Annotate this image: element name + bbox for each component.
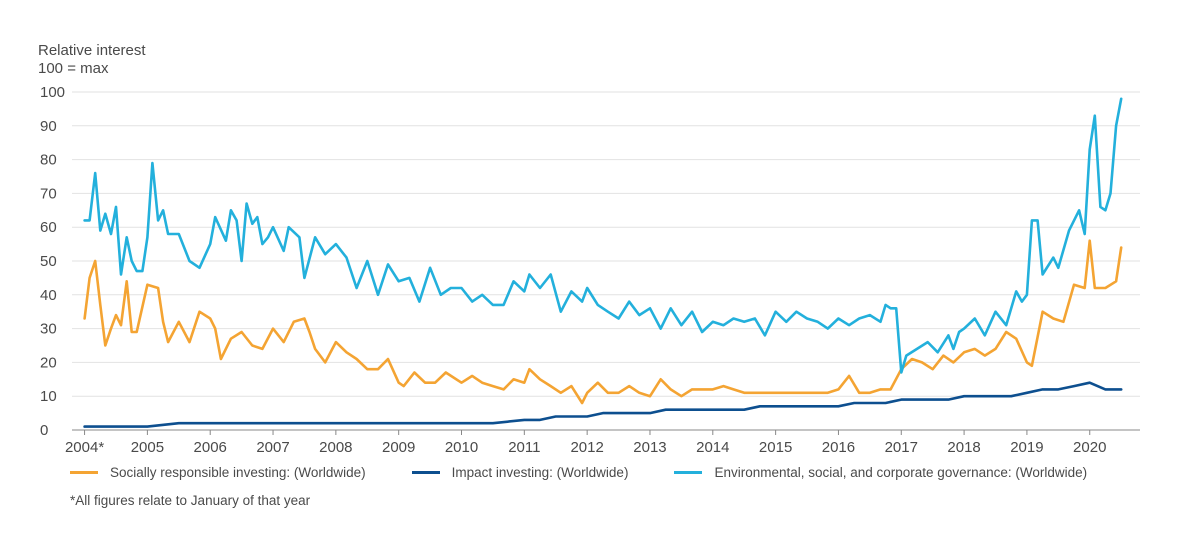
legend-label-sri: Socially responsible investing: (Worldwi… xyxy=(110,465,366,480)
footnote: *All figures relate to January of that y… xyxy=(70,493,311,508)
x-tick-label: 2014 xyxy=(696,439,729,456)
x-tick-label: 2005 xyxy=(131,439,164,456)
x-tick-label: 2020 xyxy=(1073,439,1106,456)
legend-item-sri: Socially responsible investing: (Worldwi… xyxy=(70,465,366,480)
x-tick-label: 2010 xyxy=(445,439,478,456)
y-tick-label: 60 xyxy=(40,219,57,236)
legend-item-impact: Impact investing: (Worldwide) xyxy=(411,465,629,480)
y-tick-label: 50 xyxy=(40,253,57,270)
y-tick-label: 90 xyxy=(40,118,57,135)
y-tick-label: 70 xyxy=(40,185,57,202)
legend-swatch-impact xyxy=(411,471,440,474)
y-tick-label: 0 xyxy=(40,422,48,439)
x-axis-ticks: 2004* 2005 2006 2007 2008 2009 2010 2011 2012 201… xyxy=(65,430,1106,456)
y-tick-label: 40 xyxy=(40,287,57,304)
series-line-1 xyxy=(83,381,1123,428)
series-line-0 xyxy=(83,239,1123,405)
y-tick-label: 20 xyxy=(40,354,57,371)
x-tick-label: 2008 xyxy=(319,439,352,456)
y-axis-ticks: 0 10 20 30 40 50 60 70 80 90 100 xyxy=(40,84,65,439)
x-tick-label: 2011 xyxy=(508,439,540,456)
y-axis-sublabel: 100 = max xyxy=(38,60,109,77)
x-tick-label: 2018 xyxy=(947,439,980,456)
legend-swatch-esg xyxy=(674,471,703,474)
x-tick-label: 2013 xyxy=(633,439,666,456)
x-tick-label: 2015 xyxy=(759,439,792,456)
legend-swatch-sri xyxy=(70,471,98,474)
y-tick-label: 10 xyxy=(40,388,57,405)
x-tick-label: 2019 xyxy=(1010,439,1043,456)
legend-item-esg: Environmental, social, and corporate gov… xyxy=(674,465,1087,480)
y-tick-label: 100 xyxy=(40,84,65,101)
gridlines xyxy=(72,91,1140,431)
y-axis-label: Relative interest xyxy=(38,42,146,59)
series-lines xyxy=(83,97,1123,428)
x-tick-label: 2007 xyxy=(256,439,289,456)
y-tick-label: 80 xyxy=(40,152,57,169)
legend-label-impact: Impact investing: (Worldwide) xyxy=(451,465,629,480)
legend: Socially responsible investing: (Worldwi… xyxy=(70,465,1133,480)
legend-label-esg: Environmental, social, and corporate gov… xyxy=(714,465,1088,480)
y-tick-label: 30 xyxy=(40,321,57,338)
x-tick-label: 2006 xyxy=(194,439,227,456)
series-line-2 xyxy=(83,97,1123,374)
x-tick-label: 2012 xyxy=(570,439,603,456)
x-tick-label: 2009 xyxy=(382,439,415,456)
x-tick-label: 2004* xyxy=(65,439,104,456)
x-tick-label: 2017 xyxy=(885,439,918,456)
x-tick-label: 2016 xyxy=(822,439,855,456)
